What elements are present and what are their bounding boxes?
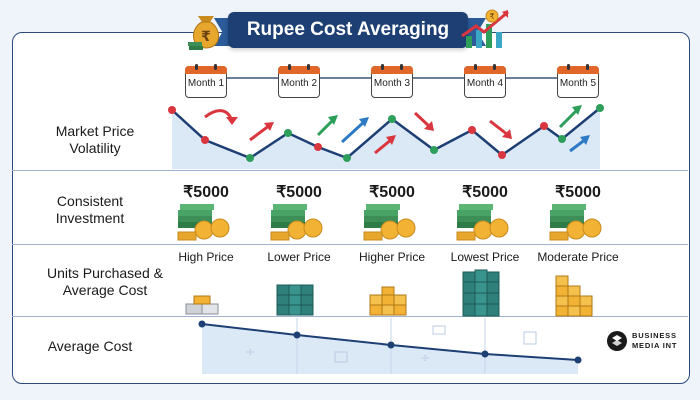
timeline-line <box>505 77 557 79</box>
average-cost-point <box>481 350 489 358</box>
brand-logo-icon <box>607 331 627 351</box>
cash-stack-icon <box>363 204 416 241</box>
month-calendar: Month 3 <box>371 64 413 98</box>
volatility-chart <box>168 104 604 169</box>
page-title: Rupee Cost Averaging <box>228 12 468 48</box>
average-cost-point <box>574 356 582 364</box>
price-point <box>468 126 476 134</box>
price-point <box>596 104 604 112</box>
price-point <box>498 151 506 159</box>
month-label: Month 2 <box>280 78 318 89</box>
price-level-label: Moderate Price <box>537 250 619 264</box>
investment-amount: ₹5000 <box>369 184 415 201</box>
average-cost-point <box>387 341 395 349</box>
row-label-volatility: Market Price Volatility <box>55 123 135 156</box>
cash-stack-icon <box>270 204 323 241</box>
cash-bundle-stack <box>462 269 500 317</box>
price-point <box>314 143 322 151</box>
month-calendar: Month 1 <box>185 64 227 98</box>
gold-bar-icon <box>555 275 593 317</box>
rising-chart-icon: ₹ <box>461 9 509 48</box>
month-label: Month 1 <box>187 78 225 89</box>
price-level-label: Lowest Price <box>450 250 520 264</box>
average-cost-chart: ÷ ÷ <box>198 318 582 374</box>
price-point <box>540 122 548 130</box>
svg-text:÷: ÷ <box>420 351 430 365</box>
month-label: Month 4 <box>466 78 504 89</box>
row-label-units: Units Purchased & Average Cost <box>47 265 163 298</box>
average-cost-point <box>293 331 301 339</box>
gold-bar-icon <box>369 286 407 316</box>
investment-amount: ₹5000 <box>276 184 322 201</box>
price-point <box>343 154 351 162</box>
price-level-label: Higher Price <box>358 250 426 264</box>
svg-text:₹: ₹ <box>201 29 211 45</box>
gold-bar-icon <box>185 295 219 315</box>
price-point <box>201 136 209 144</box>
svg-text:÷: ÷ <box>245 345 255 359</box>
price-point <box>430 146 438 154</box>
price-point <box>284 129 292 137</box>
price-level-label: High Price <box>178 250 234 264</box>
month-calendar: Month 2 <box>278 64 320 98</box>
month-calendar: Month 4 <box>464 64 506 98</box>
row-divider <box>12 170 688 171</box>
investment-amount: ₹5000 <box>462 184 508 201</box>
cash-stack-icon <box>456 204 509 241</box>
price-point <box>168 106 176 114</box>
month-label: Month 5 <box>559 78 597 89</box>
row-label-average: Average Cost <box>47 338 133 354</box>
brand-name: BUSINESS MEDIA INT <box>632 331 678 350</box>
cash-stack-icon <box>177 204 230 241</box>
cash-bundle-stack <box>276 284 314 316</box>
svg-text:₹: ₹ <box>489 12 494 21</box>
row-label-investment: Consistent Investment <box>55 193 125 226</box>
price-level-label: Lower Price <box>267 250 331 264</box>
investment-amount: ₹5000 <box>183 184 229 201</box>
price-point <box>558 135 566 143</box>
row-divider <box>12 244 688 245</box>
cash-stack-icon <box>549 204 602 241</box>
price-point <box>246 154 254 162</box>
average-cost-point <box>198 320 206 328</box>
money-bag-icon: ₹ <box>188 16 219 50</box>
arrow-head-icon <box>226 105 590 145</box>
row-divider <box>12 316 688 317</box>
month-label: Month 3 <box>373 78 411 89</box>
price-point <box>388 115 396 123</box>
month-calendar: Month 5 <box>557 64 599 98</box>
investment-amount: ₹5000 <box>555 184 601 201</box>
